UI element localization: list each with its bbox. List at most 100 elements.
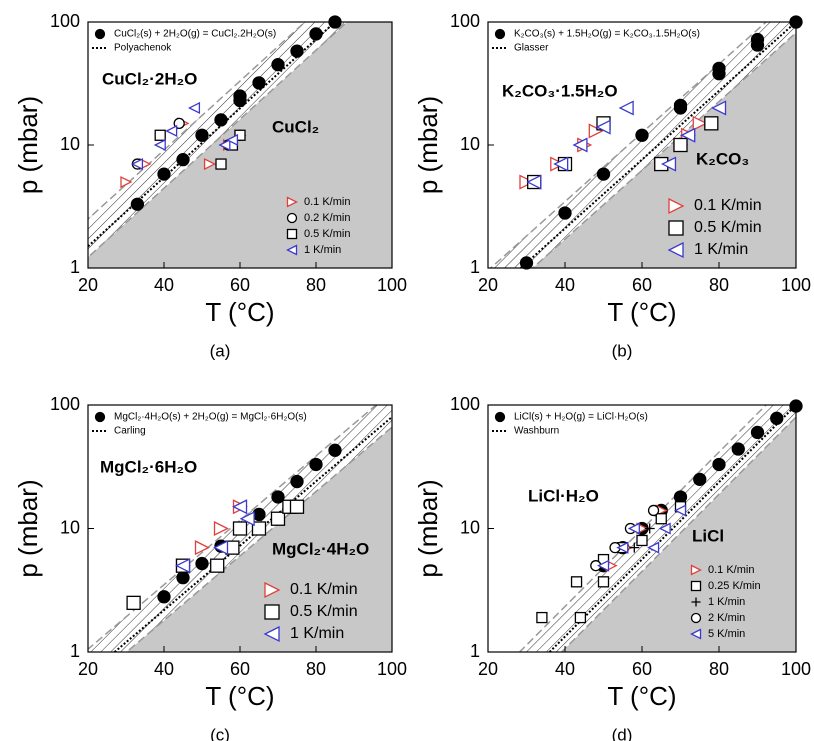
band-edge <box>560 415 796 652</box>
panel-label: (c) <box>210 725 230 741</box>
point <box>660 156 677 172</box>
point <box>597 559 610 572</box>
y-tick-label: 1 <box>70 641 80 661</box>
x-tick-label: 20 <box>478 659 498 679</box>
point <box>680 127 696 143</box>
legend-marker <box>264 604 280 620</box>
legend-label: 2 K/min <box>708 612 745 624</box>
point <box>519 256 534 270</box>
legend-label: 1 K/min <box>708 596 745 608</box>
y-tick-label: 10 <box>60 517 80 537</box>
x-tick-label: 100 <box>377 275 407 295</box>
band-edge <box>125 426 392 652</box>
point <box>271 58 285 72</box>
legend-label: 1 K/min <box>290 625 344 642</box>
phase-label: K₂CO₃ <box>696 149 749 168</box>
point <box>558 206 572 220</box>
point <box>635 128 649 142</box>
reference-line <box>520 22 796 268</box>
uncertainty-band <box>490 22 796 268</box>
phase-label: CuCl₂·2H₂O <box>102 69 197 88</box>
point <box>126 595 141 611</box>
point <box>673 98 688 113</box>
legend-marker <box>690 580 702 592</box>
point <box>616 541 629 554</box>
point <box>647 504 660 517</box>
x-axis-label: T (°C) <box>205 297 274 327</box>
legend-label: 0.2 K/min <box>304 212 350 224</box>
legend-marker <box>690 612 702 624</box>
legend-label: LiCl(s) + H₂O(g) = LiCl·H₂O(s) <box>514 412 648 423</box>
legend-marker <box>263 625 280 643</box>
y-tick-label: 1 <box>470 257 480 277</box>
x-tick-label: 40 <box>154 275 174 295</box>
plot-area <box>88 22 392 268</box>
phase-label: LiCl·H₂O <box>528 486 599 505</box>
legend-marker <box>494 28 506 40</box>
plot-area <box>518 405 796 652</box>
legend-marker <box>94 411 106 423</box>
x-tick-label: 40 <box>555 275 575 295</box>
legend-marker <box>691 597 701 607</box>
x-tick-label: 40 <box>555 659 575 679</box>
point <box>644 523 655 534</box>
point <box>712 61 726 75</box>
point <box>290 44 304 58</box>
point <box>750 425 765 440</box>
panel-label: (a) <box>210 341 231 360</box>
point <box>153 138 166 152</box>
point <box>251 521 267 536</box>
point <box>692 115 708 131</box>
point <box>309 457 323 472</box>
y-tick-label: 1 <box>70 257 80 277</box>
y-tick-label: 100 <box>50 394 80 414</box>
legend-marker <box>286 228 298 240</box>
band-edge <box>531 31 796 268</box>
legend-label: 1 K/min <box>694 241 748 258</box>
legend-marker <box>286 196 298 208</box>
y-tick-label: 100 <box>450 394 480 414</box>
x-tick-label: 100 <box>377 659 407 679</box>
point <box>328 443 342 457</box>
point <box>572 137 588 153</box>
legend-label: 0.5 K/min <box>304 228 350 240</box>
phase-label: K₂CO₃·1.5H₂O <box>502 81 618 100</box>
point <box>225 133 239 146</box>
x-tick-label: 20 <box>78 659 98 679</box>
point <box>213 520 229 537</box>
point <box>233 89 247 103</box>
point <box>627 522 640 535</box>
point <box>536 611 548 624</box>
x-tick-label: 60 <box>230 275 250 295</box>
y-tick-label: 100 <box>50 11 80 31</box>
x-axis-label: T (°C) <box>205 681 274 711</box>
panel-label: (b) <box>612 341 633 360</box>
point <box>290 474 304 489</box>
x-tick-label: 80 <box>306 275 326 295</box>
point <box>597 576 610 588</box>
point <box>588 123 604 139</box>
point <box>214 113 228 127</box>
point <box>270 511 286 526</box>
point <box>195 556 209 571</box>
legend-label: 0.5 K/min <box>694 219 762 236</box>
legend-label: Glasser <box>514 43 549 54</box>
y-tick-label: 10 <box>60 134 80 154</box>
point <box>218 138 231 152</box>
point <box>789 15 803 29</box>
point <box>595 119 611 135</box>
legend-label: 5 K/min <box>708 628 745 640</box>
point <box>210 558 225 573</box>
phase-label: LiCl <box>692 526 724 545</box>
point <box>232 521 248 536</box>
x-tick-label: 40 <box>154 659 174 679</box>
legend-marker <box>668 197 685 215</box>
point <box>187 101 201 115</box>
point <box>712 457 726 472</box>
point <box>234 129 246 141</box>
point <box>175 558 191 574</box>
point <box>203 158 217 171</box>
point <box>157 167 171 181</box>
legend-label: 0.25 K/min <box>708 580 761 592</box>
